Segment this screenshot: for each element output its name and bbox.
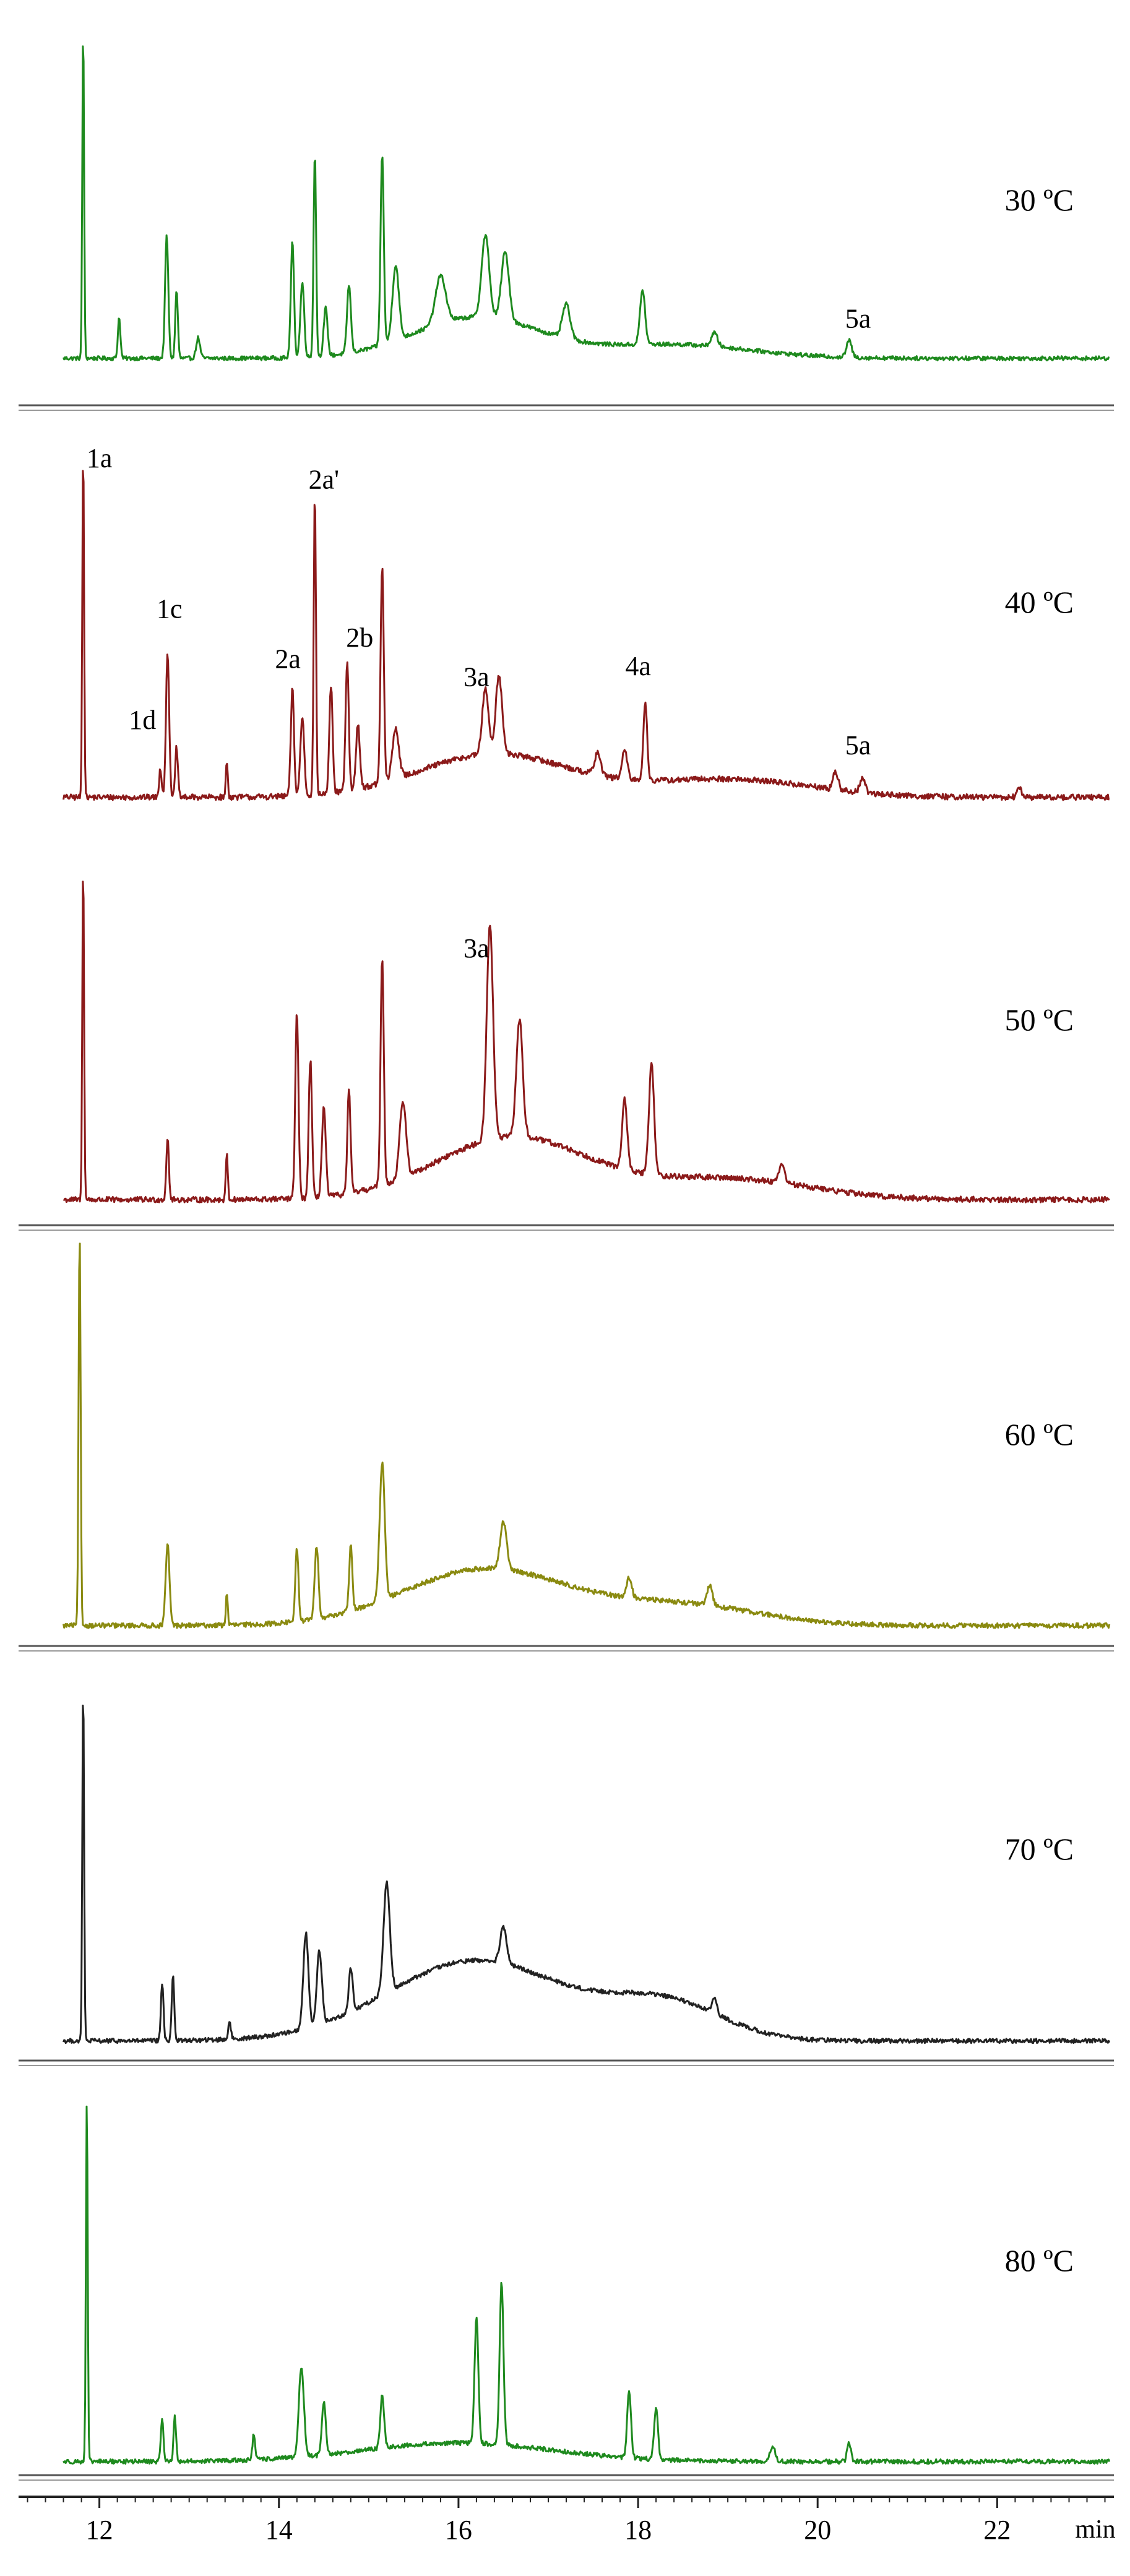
temperature-label: 70 ºC <box>1005 1832 1074 1866</box>
x-tick-label: 22 <box>983 2515 1011 2545</box>
chromatogram-trace <box>63 881 1110 1204</box>
peak-label: 3a <box>464 662 490 692</box>
peak-label: 1a <box>87 443 113 473</box>
x-tick-label: 14 <box>265 2515 293 2545</box>
peak-label: 1c <box>157 593 183 624</box>
temperature-label: 80 ºC <box>1005 2243 1074 2278</box>
peak-label: 4a <box>625 651 651 681</box>
temperature-label: 60 ºC <box>1005 1417 1074 1452</box>
temperature-label: 50 ºC <box>1005 1002 1074 1037</box>
chromatogram-trace <box>63 2105 1111 2465</box>
x-tick-label: 18 <box>624 2515 652 2545</box>
time-axis: 12 14 16 18 20 22 min <box>19 2496 1116 2545</box>
x-tick-label: 20 <box>804 2515 831 2545</box>
peak-label: 3a <box>464 933 490 963</box>
chromatogram-trace <box>63 45 1110 361</box>
chromatogram-panel-4: 60 ºC <box>19 1243 1114 1652</box>
peak-label: 1d <box>129 705 156 735</box>
peak-label: 5a <box>845 730 871 760</box>
x-unit-label: min <box>1075 2515 1115 2544</box>
chromatogram-panels: 30 ºC 5a 40 ºC 1a 2a' 1c 2b 2a 3a 4a 1d 5a 50 ºC 3a 60… <box>19 45 1114 2481</box>
chromatogram-panel-2: 40 ºC 1a 2a' 1c 2b 2a 3a 4a 1d 5a <box>63 443 1110 801</box>
chromatogram-panel-1: 30 ºC 5a <box>19 45 1114 411</box>
chromatogram-trace <box>63 1704 1111 2044</box>
temperature-label: 30 ºC <box>1005 183 1074 217</box>
peak-label: 2a' <box>309 465 339 495</box>
chromatogram-panel-3: 50 ºC 3a <box>19 881 1114 1231</box>
chromatogram-panel-5: 70 ºC <box>19 1704 1114 2066</box>
chromatogram-trace <box>63 470 1110 801</box>
chromatogram-panel-6: 80 ºC <box>19 2105 1114 2481</box>
chromatogram-trace <box>63 1243 1111 1629</box>
peak-label: 5a <box>845 304 871 334</box>
x-tick-label: 16 <box>445 2515 472 2545</box>
peak-label: 2b <box>346 622 373 653</box>
peak-label: 2a <box>275 644 301 674</box>
temperature-label: 40 ºC <box>1005 585 1074 619</box>
x-tick-label: 12 <box>86 2515 113 2545</box>
